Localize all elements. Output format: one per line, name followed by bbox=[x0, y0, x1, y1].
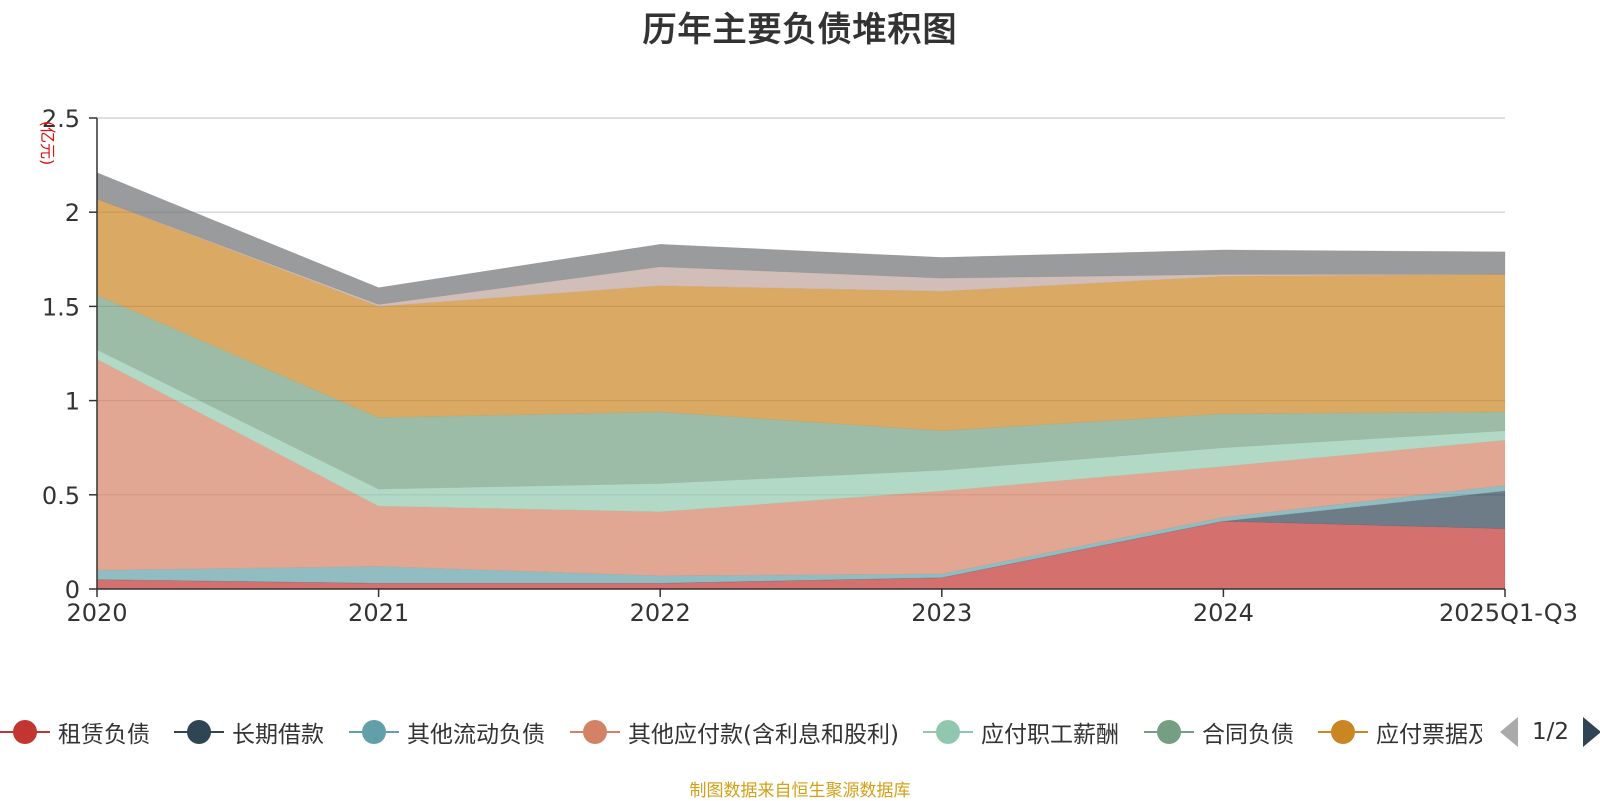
y-tick-label: 2.5 bbox=[42, 105, 80, 133]
legend-label: 合同负债 bbox=[1202, 722, 1294, 748]
x-tick-label: 2025Q1-Q3 bbox=[1439, 599, 1578, 627]
chart-title: 历年主要负债堆积图 bbox=[642, 10, 958, 50]
legend-item[interactable]: 应付票据及应付账款 bbox=[1318, 712, 1482, 752]
axes: 0 0.5 1 1.5 2 2.5 2020 2021 2022 2023 2024 2025Q1-Q… bbox=[42, 105, 1578, 627]
legend-marker-icon bbox=[349, 712, 399, 752]
y-tick-label: 0 bbox=[65, 576, 80, 604]
legend-item[interactable]: 其他应付款(含利息和股利) bbox=[570, 712, 899, 752]
legend-item[interactable]: 合同负债 bbox=[1144, 712, 1294, 752]
chart-plot: 0 0.5 1 1.5 2 2.5 2020 2021 2022 2023 2024 2025Q1-Q… bbox=[38, 105, 1578, 627]
y-tick-label: 2 bbox=[65, 199, 80, 227]
y-tick-label: 0.5 bbox=[42, 482, 80, 510]
pager-prev-icon[interactable] bbox=[1500, 717, 1518, 747]
legend-item[interactable]: 其他流动负债 bbox=[349, 712, 545, 752]
y-axis-unit-label: (亿元) bbox=[38, 121, 57, 166]
legend-marker-icon bbox=[1144, 712, 1194, 752]
x-tick-label: 2020 bbox=[66, 599, 127, 627]
x-tick-label: 2024 bbox=[1193, 599, 1254, 627]
area-series-8[interactable] bbox=[96, 172, 1506, 305]
legend-marker-icon bbox=[0, 712, 50, 752]
legend-item[interactable]: 租赁负债 bbox=[0, 712, 150, 752]
x-tick-label: 2023 bbox=[911, 599, 972, 627]
x-tick-label: 2022 bbox=[630, 599, 691, 627]
legend-item[interactable]: 应付职工薪酬 bbox=[923, 712, 1119, 752]
legend-label: 租赁负债 bbox=[58, 722, 150, 748]
legend: 租赁负债 长期借款 其他流动负债 其他应付款(含利息和股利) 应付职工薪酬 合同负债 应付票… bbox=[0, 712, 1482, 752]
pager-next-icon[interactable] bbox=[1583, 717, 1600, 747]
y-tick-label: 1.5 bbox=[42, 293, 80, 321]
legend-marker-icon bbox=[570, 712, 620, 752]
legend-label: 其他应付款(含利息和股利) bbox=[628, 722, 899, 748]
stacked-areas[interactable] bbox=[96, 172, 1506, 590]
legend-marker-icon bbox=[1318, 712, 1368, 752]
legend-label: 其他流动负债 bbox=[407, 722, 545, 748]
legend-marker-icon bbox=[923, 712, 973, 752]
pager-page-text: 1/2 bbox=[1532, 719, 1570, 745]
legend-pager: 1/2 bbox=[1500, 714, 1600, 750]
source-note: 制图数据来自恒生聚源数据库 bbox=[689, 781, 911, 801]
legend-marker-icon bbox=[174, 712, 224, 752]
y-tick-label: 1 bbox=[65, 388, 80, 416]
legend-label: 应付票据及应付账款 bbox=[1376, 722, 1482, 748]
legend-label: 长期借款 bbox=[232, 722, 324, 748]
x-tick-label: 2021 bbox=[348, 599, 409, 627]
legend-label: 应付职工薪酬 bbox=[981, 722, 1119, 748]
legend-item[interactable]: 长期借款 bbox=[174, 712, 324, 752]
